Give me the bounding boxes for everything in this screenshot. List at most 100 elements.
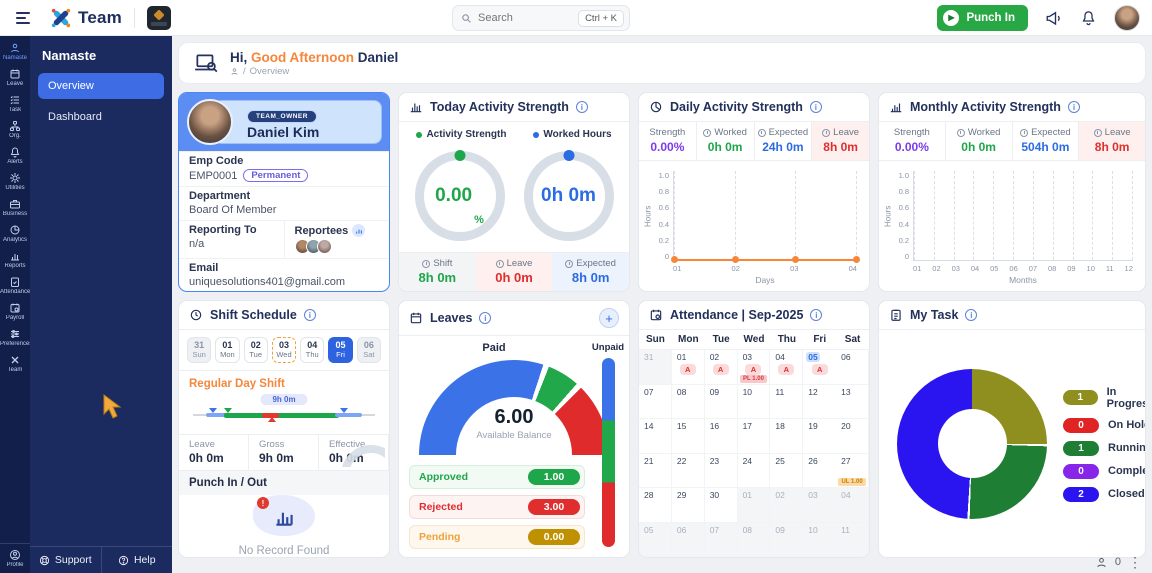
- info-icon[interactable]: i: [479, 312, 492, 324]
- calendar-day-cell[interactable]: 14: [639, 419, 672, 454]
- calendar-day-cell[interactable]: 03: [803, 488, 837, 523]
- day-chip[interactable]: 01 Mon: [215, 337, 240, 363]
- clock-icon: [703, 128, 712, 137]
- stat-cell: Leave 8h 0m: [1079, 122, 1145, 160]
- info-icon[interactable]: i: [965, 309, 978, 321]
- calendar-day-cell[interactable]: 15: [671, 419, 705, 454]
- task-legend: 1 In Progress 0 On Hold 1 Running: [1063, 386, 1145, 502]
- calendar-day-cell[interactable]: 04 A: [770, 350, 804, 385]
- calendar-day-cell[interactable]: 21: [639, 453, 672, 488]
- kebab-menu-icon[interactable]: ⋮: [1128, 554, 1142, 570]
- calendar-day-cell[interactable]: 12: [803, 385, 837, 419]
- sidebar-item-preferences[interactable]: Preferences: [0, 325, 30, 351]
- calendar-day-cell[interactable]: 10: [737, 384, 771, 419]
- calendar-day-cell[interactable]: 10: [803, 522, 837, 557]
- sidebar-item-payroll[interactable]: Payroll: [0, 299, 30, 325]
- x-tick: 06: [1009, 264, 1018, 273]
- calendar-day-cell[interactable]: 28: [639, 488, 672, 523]
- calendar-day-cell[interactable]: 08: [671, 384, 705, 419]
- info-icon[interactable]: i: [1067, 101, 1080, 113]
- app-logo[interactable]: Team: [50, 7, 122, 29]
- add-leave-button[interactable]: +: [599, 308, 619, 328]
- calendar-day-cell[interactable]: 08: [737, 522, 771, 557]
- calendar-day-cell[interactable]: 06: [836, 350, 869, 385]
- absent-badge: A: [679, 364, 696, 375]
- sidebar-item-task[interactable]: Task: [0, 91, 30, 117]
- search-bar[interactable]: Ctrl + K: [452, 5, 630, 31]
- sidebar-item-leave[interactable]: Leave: [0, 65, 30, 91]
- hamburger-menu-icon[interactable]: [12, 8, 34, 28]
- profile-avatar[interactable]: [187, 99, 233, 145]
- calendar-day-cell[interactable]: 11: [770, 384, 804, 419]
- calendar-day-cell[interactable]: 29: [671, 488, 705, 523]
- calendar-day-cell[interactable]: 02 A: [704, 350, 738, 385]
- sidebar-item-team[interactable]: Team: [0, 351, 30, 377]
- calendar-day-cell[interactable]: 26: [803, 454, 837, 488]
- info-icon[interactable]: i: [575, 101, 588, 113]
- calendar-day-cell[interactable]: 24: [737, 453, 771, 488]
- calendar-day-cell[interactable]: 05 A: [803, 350, 837, 385]
- calendar-day-cell[interactable]: 03 A PL 1.00: [737, 350, 771, 385]
- info-icon[interactable]: i: [303, 309, 316, 321]
- calendar-day-cell[interactable]: 07: [639, 384, 672, 419]
- day-chip[interactable]: 05 Fri: [328, 337, 353, 363]
- info-icon[interactable]: i: [810, 309, 823, 321]
- sidebar-item-reports[interactable]: Reports: [0, 247, 30, 273]
- sidebar-item-profile[interactable]: Profile: [0, 543, 30, 573]
- breadcrumb-current[interactable]: Overview: [249, 65, 290, 77]
- online-users-icon[interactable]: [1095, 556, 1108, 569]
- calendar-day-cell[interactable]: 30: [704, 488, 738, 523]
- calendar-weekday-header: Wed: [737, 330, 771, 350]
- sidebar-item-business[interactable]: Business: [0, 195, 30, 221]
- search-icon: [462, 13, 471, 23]
- calendar-day-cell[interactable]: 11: [836, 522, 869, 557]
- calendar-day-cell[interactable]: 09: [770, 522, 804, 557]
- day-chip[interactable]: 04 Thu: [300, 337, 325, 363]
- info-icon[interactable]: i: [809, 101, 822, 113]
- calendar-day-cell[interactable]: 19: [803, 419, 837, 454]
- punch-in-button[interactable]: ▶ Punch In: [937, 4, 1028, 31]
- sidebar-item-namaste[interactable]: Namaste: [0, 39, 30, 65]
- sidebar-item-alerts[interactable]: Alerts: [0, 143, 30, 169]
- calendar-day-cell[interactable]: 06: [671, 522, 705, 557]
- help-button[interactable]: Help: [100, 547, 173, 573]
- day-chip[interactable]: 31 Sun: [187, 337, 212, 363]
- user-avatar[interactable]: [1114, 4, 1140, 31]
- sidebar-item-attendance[interactable]: Attendance: [0, 273, 30, 299]
- sidebar-item-org[interactable]: Org.: [0, 117, 30, 143]
- calendar-day-cell[interactable]: 04: [836, 488, 869, 523]
- calendar-day-cell[interactable]: 31: [639, 350, 672, 385]
- sidebar-item-analytics[interactable]: Analytics: [0, 221, 30, 247]
- calendar-day-cell[interactable]: 18: [770, 419, 804, 454]
- calendar-day-cell[interactable]: 16: [704, 419, 738, 454]
- calendar-day-cell[interactable]: 20: [836, 419, 869, 454]
- calendar-day-cell[interactable]: 23: [704, 453, 738, 488]
- sidebar-item-utilities[interactable]: Utilities: [0, 169, 30, 195]
- department-row: Department Board Of Member: [179, 186, 389, 220]
- day-chip[interactable]: 02 Tue: [243, 337, 268, 363]
- calendar-day-cell[interactable]: 22: [671, 453, 705, 488]
- search-input[interactable]: [478, 12, 573, 24]
- day-chip[interactable]: 03 Wed: [271, 337, 297, 363]
- calendar-day-cell[interactable]: 09: [704, 384, 738, 419]
- company-logo[interactable]: [146, 5, 171, 30]
- calendar-day-cell[interactable]: 13: [836, 384, 869, 419]
- support-button[interactable]: Support: [30, 547, 101, 573]
- sidebar-item-overview[interactable]: Overview: [38, 73, 164, 99]
- calendar-day-cell[interactable]: 01: [737, 488, 771, 523]
- calendar-day-cell[interactable]: 02: [770, 488, 804, 523]
- calendar-day-cell[interactable]: 25: [770, 453, 804, 488]
- calendar-day-cell[interactable]: 05: [639, 522, 672, 557]
- sidebar-item-dashboard[interactable]: Dashboard: [48, 111, 102, 123]
- notifications-bell-icon[interactable]: [1080, 9, 1097, 26]
- calendar-day-cell[interactable]: 27 UL 1.00: [836, 453, 869, 488]
- calendar-day-cell[interactable]: 07: [704, 522, 738, 557]
- reportee-avatars[interactable]: [294, 239, 380, 254]
- calendar-day-cell[interactable]: 17: [737, 419, 771, 454]
- logo-text: Team: [78, 7, 122, 27]
- announcements-icon[interactable]: [1045, 9, 1063, 27]
- calendar-day-cell[interactable]: 01 A: [671, 350, 705, 385]
- day-chip[interactable]: 06 Sat: [356, 337, 381, 363]
- leave-count-pill: 1.00: [528, 469, 580, 485]
- reportee-avatar[interactable]: [316, 239, 332, 254]
